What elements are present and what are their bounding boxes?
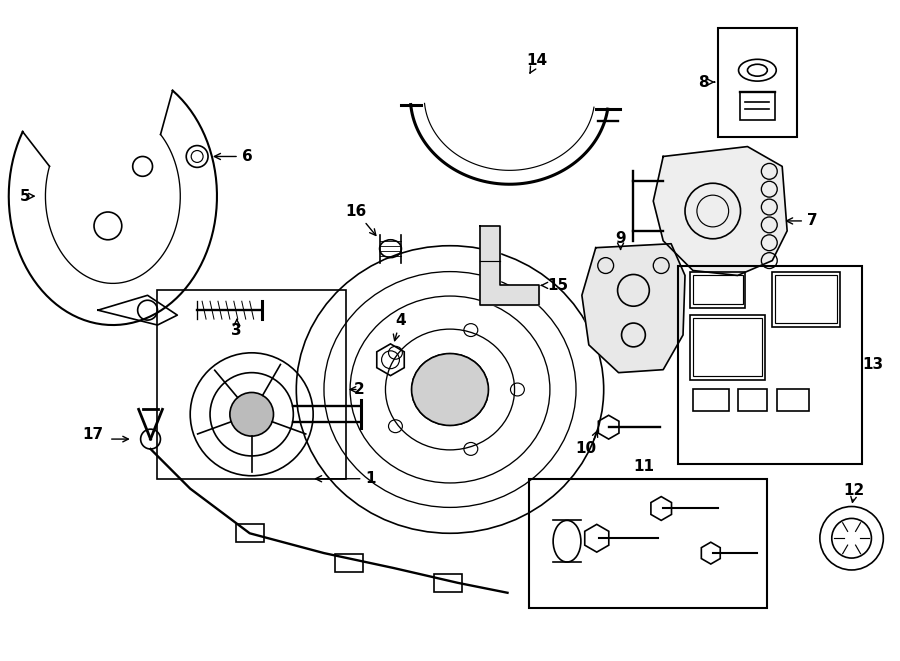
Bar [740,92,775,120]
Text: 3: 3 [231,319,242,338]
Text: 16: 16 [346,204,376,235]
Bar [690,315,765,379]
Text: 7: 7 [787,214,817,229]
Text: 6: 6 [214,149,253,164]
Bar [772,272,840,327]
Text: 14: 14 [526,53,548,73]
Bar [775,276,837,323]
Circle shape [230,393,274,436]
Bar [335,554,363,572]
Polygon shape [582,244,685,373]
Bar [158,290,346,479]
Text: 2: 2 [354,382,364,397]
Text: 12: 12 [843,483,864,498]
Bar [717,28,797,137]
Text: 1: 1 [316,471,376,486]
Text: 9: 9 [616,231,625,249]
Bar [434,574,462,592]
Polygon shape [653,147,788,276]
Bar [693,389,729,411]
Text: 13: 13 [862,357,883,372]
Text: 4: 4 [393,313,406,340]
Bar [236,524,264,542]
Text: 8: 8 [698,75,709,90]
Text: 15: 15 [541,278,568,293]
Text: 5: 5 [21,188,31,204]
Text: 11: 11 [633,459,654,475]
Ellipse shape [411,354,489,426]
Bar [738,389,768,411]
Text: 10: 10 [575,442,597,457]
Bar [529,479,768,607]
Polygon shape [480,226,539,305]
Bar [678,266,861,464]
Bar [693,276,742,304]
Bar [778,389,809,411]
Text: 17: 17 [83,426,104,442]
Bar [693,318,762,375]
Bar [690,272,745,308]
